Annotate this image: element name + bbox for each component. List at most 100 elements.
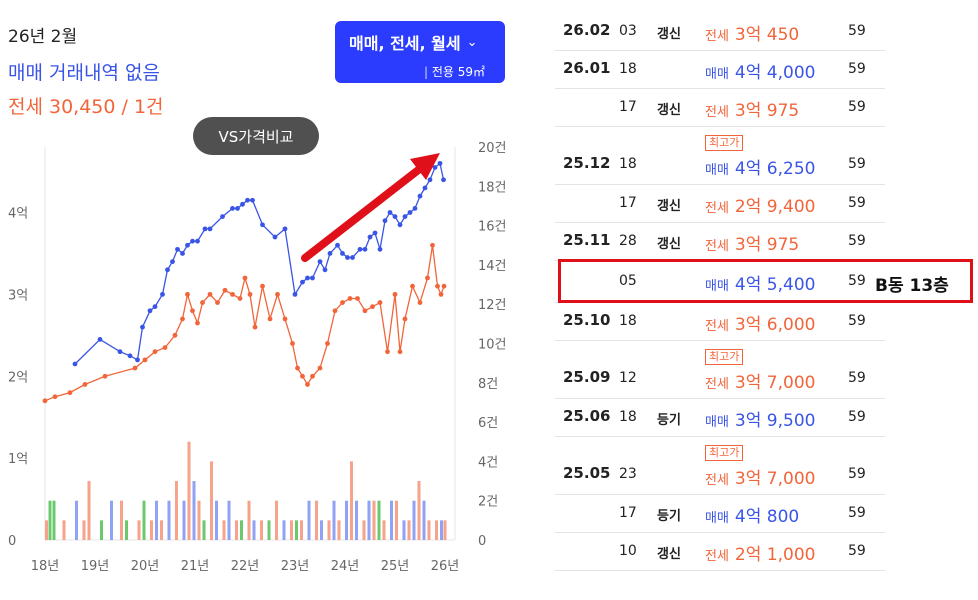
transaction-contract-tag: 등기	[657, 413, 681, 428]
transaction-row[interactable]: 25.11 28 갱신 59 전세 3억 975	[555, 222, 885, 261]
data-point-sale	[250, 197, 255, 203]
transaction-contract-tag: 갱신	[657, 199, 681, 214]
data-point-sale	[392, 214, 398, 219]
volume-bar-월세	[48, 500, 52, 540]
transaction-price: 매매 4억 6,250	[705, 154, 815, 179]
data-point-rent	[275, 291, 280, 297]
volume-bar-매매	[192, 481, 196, 540]
transaction-type: 전세	[705, 239, 729, 254]
transaction-type: 매매	[705, 279, 729, 294]
transaction-price: 전세 3억 7,000	[705, 464, 815, 489]
volume-bar-월세	[377, 500, 381, 540]
transaction-row[interactable]: 10 갱신 59 전세 2억 1,000	[555, 532, 885, 571]
transaction-day: 28	[619, 233, 637, 249]
transaction-row[interactable]: 26.02 03 갱신 59 전세 3억 450	[555, 12, 885, 51]
transaction-row[interactable]: 25.06 18 등기 59 매매 3억 9,500	[555, 398, 885, 437]
data-point-sale	[340, 251, 345, 256]
transaction-area: 59	[848, 99, 866, 115]
volume-bar-매매	[367, 500, 371, 540]
volume-bar-월세	[295, 520, 298, 540]
transaction-type: 전세	[705, 29, 729, 44]
transaction-row[interactable]: 25.09 12 59 최고가 전세 3억 7,000	[555, 340, 885, 399]
transaction-contract-tag: 갱신	[657, 547, 681, 562]
volume-bar-매매	[390, 500, 393, 540]
transaction-amount: 4억 6,250	[734, 159, 816, 179]
transaction-row[interactable]: 25.10 18 59 전세 3억 6,000	[555, 302, 885, 341]
data-point-rent	[325, 341, 330, 346]
highest-price-badge: 최고가	[705, 445, 744, 461]
data-point-rent	[290, 341, 295, 346]
transaction-row[interactable]: 26.01 18 59 매매 4억 4,000	[555, 50, 885, 89]
volume-bar-월세	[52, 500, 56, 540]
volume-bar-전세	[210, 461, 213, 540]
data-point-rent	[410, 283, 415, 289]
transaction-date: 25.05	[563, 464, 611, 482]
transaction-date: 26.01	[563, 59, 611, 77]
data-point-rent	[305, 382, 310, 387]
volume-bar-전세	[87, 481, 91, 540]
data-point-rent	[310, 373, 315, 379]
transaction-area: 59	[848, 466, 866, 482]
data-point-sale	[190, 238, 195, 244]
x-tick-label: 24년	[331, 559, 360, 574]
data-point-rent	[200, 300, 205, 305]
volume-bar-매매	[155, 500, 158, 540]
transaction-row[interactable]: 17 갱신 59 전세 2억 9,400	[555, 184, 885, 223]
data-point-rent	[237, 296, 243, 301]
y-left-tick-label: 4억	[8, 207, 28, 222]
data-point-rent	[397, 349, 403, 355]
data-point-sale	[437, 160, 443, 166]
transaction-row[interactable]: 25.12 18 59 최고가 매매 4억 6,250	[555, 126, 885, 185]
data-point-rent	[402, 316, 408, 322]
data-point-rent	[172, 332, 178, 338]
transaction-area: 59	[848, 273, 866, 289]
volume-bar-전세	[247, 500, 251, 540]
transaction-type: 매매	[705, 163, 729, 178]
data-point-rent	[392, 291, 398, 297]
data-point-rent	[332, 308, 338, 314]
x-tick-label: 18년	[31, 559, 60, 574]
y-right-tick-label: 0	[478, 534, 486, 549]
data-point-sale	[152, 304, 158, 310]
transaction-area: 59	[848, 313, 866, 329]
data-point-rent	[282, 316, 288, 322]
transaction-contract-tag: 갱신	[657, 103, 681, 118]
volume-bar-전세	[197, 500, 201, 540]
transaction-amount: 3억 7,000	[734, 373, 816, 393]
volume-bar-전세	[417, 481, 421, 540]
transaction-row[interactable]: 17 등기 59 매매 4억 800	[555, 494, 885, 533]
transaction-amount: 2억 1,000	[734, 545, 816, 565]
data-point-rent	[252, 324, 258, 330]
volume-bar-전세	[350, 461, 353, 540]
data-point-rent	[207, 291, 213, 297]
transaction-area: 59	[848, 370, 866, 386]
data-point-sale	[350, 255, 355, 260]
volume-bar-매매	[307, 500, 311, 540]
transaction-contract-tag: 갱신	[657, 237, 681, 252]
data-point-rent	[185, 291, 190, 297]
data-point-rent	[242, 275, 248, 281]
data-point-sale	[185, 242, 190, 248]
volume-bar-매매	[215, 500, 218, 540]
data-point-sale	[367, 234, 373, 240]
vs-price-compare-button[interactable]: VS가격비교	[193, 117, 319, 155]
data-point-sale	[345, 255, 350, 260]
transaction-area: 59	[848, 543, 866, 559]
data-point-sale	[147, 308, 153, 314]
volume-bar-매매	[402, 520, 406, 540]
volume-bar-전세	[82, 520, 86, 540]
volume-bar-전세	[337, 520, 341, 540]
data-point-sale	[235, 206, 240, 211]
volume-bar-전세	[275, 500, 278, 540]
selected-month: 26년 2월	[8, 27, 78, 47]
x-tick-label: 25년	[381, 559, 410, 574]
transaction-row[interactable]: 17 갱신 59 전세 3억 975	[555, 88, 885, 127]
transaction-day: 23	[619, 466, 637, 482]
transaction-price: 매매 4억 4,000	[705, 58, 815, 83]
trade-type-filter-button[interactable]: 매매, 전세, 월세 ⌄ | 전용 59㎡	[335, 21, 505, 83]
data-point-rent	[355, 296, 360, 301]
data-point-rent	[180, 316, 185, 322]
volume-bar-전세	[175, 481, 178, 540]
volume-bar-전세	[382, 520, 386, 540]
